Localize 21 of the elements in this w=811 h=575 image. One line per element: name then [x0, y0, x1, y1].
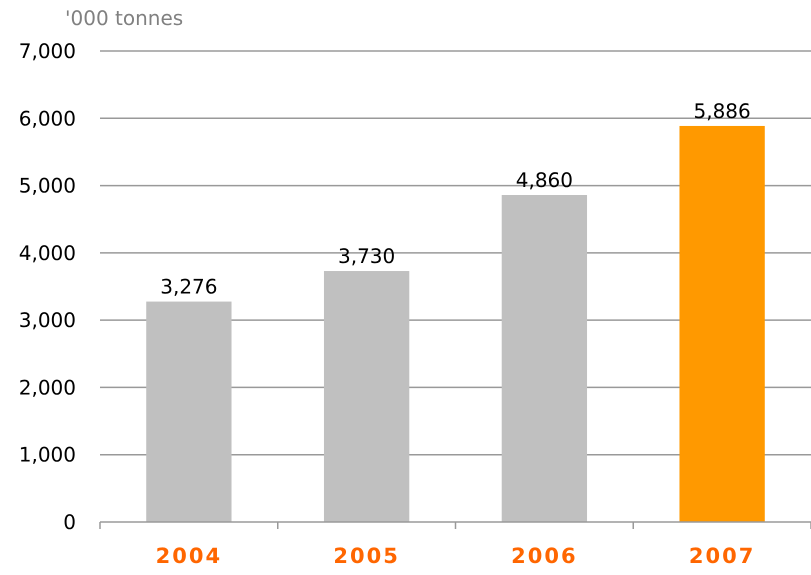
- bar: [324, 271, 410, 522]
- data-label: 3,276: [160, 274, 218, 299]
- x-tick-label: 2007: [688, 544, 756, 568]
- bar: [502, 194, 588, 522]
- y-tick-label: 7,000: [18, 39, 76, 63]
- y-tick-label: 4,000: [18, 240, 76, 265]
- y-tick-label: 3,000: [18, 308, 76, 332]
- data-label: 3,730: [338, 244, 396, 268]
- x-tick-label: 2004: [156, 544, 222, 568]
- y-tick-label: 0: [63, 510, 76, 534]
- data-label: 4,860: [516, 168, 574, 192]
- bar: [146, 302, 232, 522]
- y-tick-label: 6,000: [18, 106, 76, 130]
- data-label: 5,886: [693, 98, 751, 123]
- y-tick-label: 5,000: [18, 174, 76, 198]
- y-tick-label: 2,000: [18, 375, 76, 400]
- bar: [679, 126, 765, 522]
- y-tick-label: 1,000: [18, 442, 76, 467]
- x-tick-label: 2006: [511, 544, 578, 568]
- x-tick-label: 2005: [333, 544, 400, 568]
- y-axis-title: '000 tonnes: [65, 6, 184, 30]
